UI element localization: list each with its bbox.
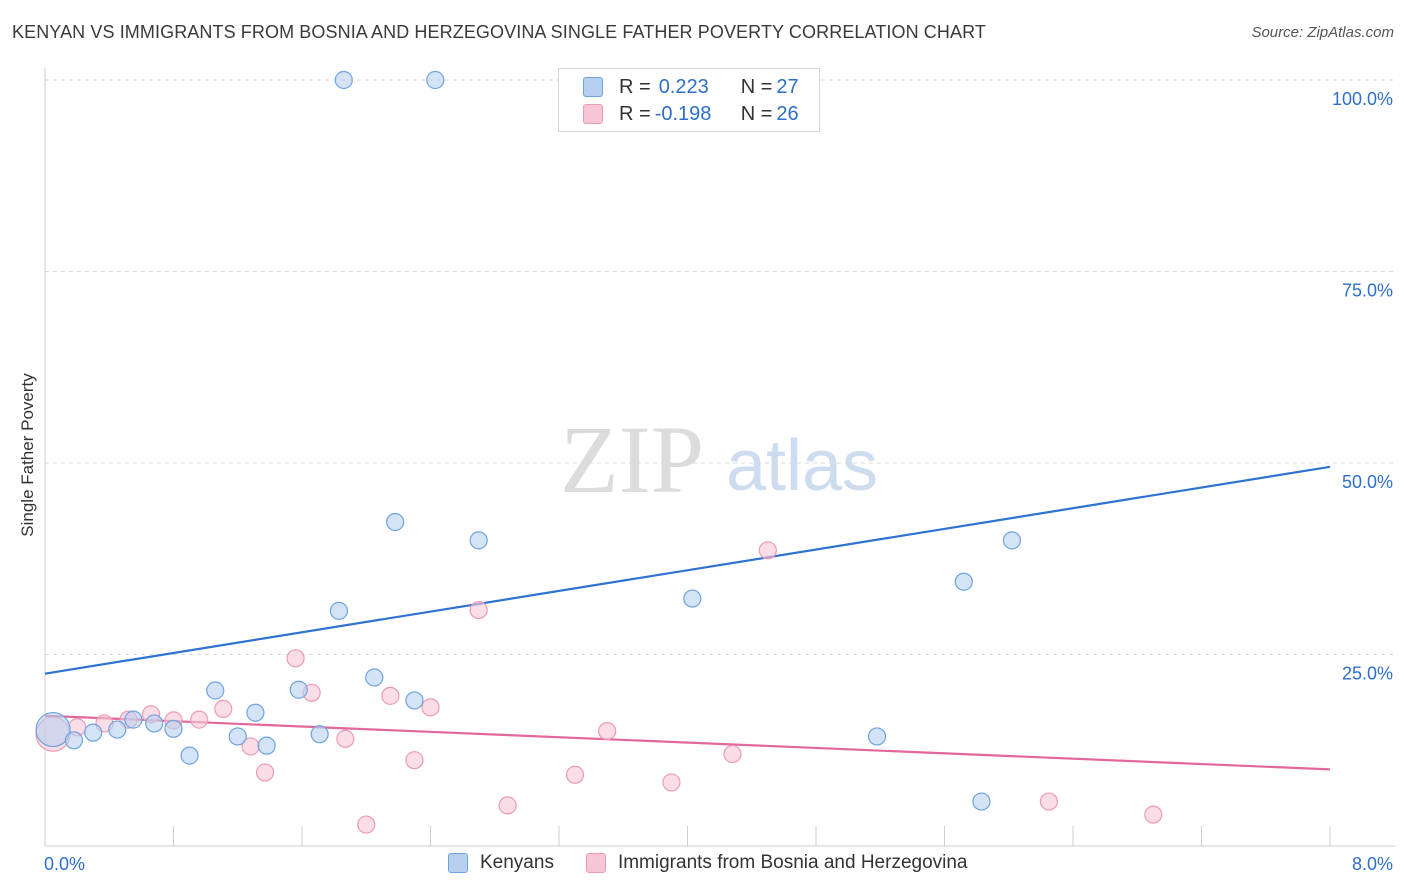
data-point-bosnia — [286, 649, 305, 668]
data-point-kenyans — [108, 720, 127, 739]
data-point-kenyans — [228, 727, 247, 746]
source-label: Source: ZipAtlas.com — [1251, 24, 1394, 41]
data-point-bosnia — [405, 751, 424, 770]
data-point-kenyans — [329, 601, 349, 620]
data-point-kenyans — [405, 691, 424, 710]
data-point-kenyans — [164, 719, 183, 738]
trend-lines — [44, 465, 1331, 771]
tick-labels: 25.0% 50.0% 75.0% 100.0% 0.0% 8.0% — [44, 89, 1393, 874]
legend-row-bosnia: R = -0.198 N = 26 — [583, 102, 799, 126]
data-point-kenyans — [124, 710, 143, 729]
data-point-kenyans — [426, 70, 445, 90]
data-point-kenyans — [64, 731, 84, 750]
data-point-bosnia — [336, 729, 355, 748]
data-point-bosnia — [1039, 792, 1059, 811]
data-point-kenyans — [954, 572, 973, 591]
gridlines — [45, 79, 1395, 655]
trend-line-bosnia — [44, 714, 1331, 771]
data-point-bosnia — [565, 765, 585, 784]
data-point-kenyans — [683, 589, 702, 608]
data-point-bosnia — [758, 541, 777, 560]
data-point-bosnia — [598, 721, 617, 741]
legend-row-kenyans: R = 0.223 N = 27 — [583, 75, 799, 99]
legend-r-value: -0.198 — [654, 102, 712, 125]
legend-r-value: 0.223 — [658, 75, 709, 98]
trend-line-kenyans — [44, 465, 1331, 675]
x-tick-label-max: 8.0% — [1352, 854, 1393, 874]
data-point-kenyans — [145, 714, 164, 733]
data-point-bosnia — [255, 763, 275, 782]
data-point-bosnia — [381, 686, 400, 705]
data-point-bosnia — [1144, 805, 1163, 824]
legend-swatch-bosnia — [583, 104, 603, 124]
series-legend-bosnia: Immigrants from Bosnia and Herzegovina — [585, 852, 968, 874]
data-point-bosnia — [214, 699, 233, 718]
x-tick-label-min: 0.0% — [44, 854, 85, 874]
legend-n-label: N = — [740, 102, 773, 125]
data-point-bosnia — [421, 698, 440, 717]
data-point-kenyans — [1002, 531, 1022, 550]
data-points — [35, 70, 1163, 834]
data-point-kenyans — [469, 531, 488, 550]
axes — [44, 68, 1395, 847]
data-point-bosnia — [662, 773, 681, 792]
data-point-kenyans — [365, 668, 384, 687]
legend-n-value: 26 — [776, 102, 799, 125]
data-point-kenyans — [246, 703, 265, 722]
y-tick-label: 75.0% — [1342, 281, 1393, 301]
legend-r-label: R = — [619, 75, 651, 98]
watermark: ZIP atlas — [560, 406, 878, 513]
watermark-atlas: atlas — [726, 426, 878, 506]
data-point-kenyans — [867, 727, 887, 746]
chart-title: KENYAN VS IMMIGRANTS FROM BOSNIA AND HER… — [12, 22, 986, 42]
data-point-bosnia — [498, 796, 517, 815]
series-label-kenyans: Kenyans — [480, 852, 554, 873]
data-point-bosnia — [723, 744, 742, 764]
y-tick-label: 100.0% — [1332, 89, 1393, 109]
legend-r-label: R = — [619, 102, 651, 125]
data-point-kenyans — [84, 723, 103, 742]
series-label-bosnia: Immigrants from Bosnia and Herzegovina — [617, 852, 968, 873]
series-legend-kenyans: Kenyans — [448, 852, 554, 874]
data-point-kenyans — [289, 680, 308, 699]
series-legend: Kenyans Immigrants from Bosnia and Herze… — [448, 852, 1000, 874]
data-point-kenyans — [35, 711, 71, 748]
y-tick-label: 25.0% — [1342, 664, 1393, 684]
legend-n-label: N = — [740, 75, 773, 98]
data-point-kenyans — [257, 736, 276, 755]
watermark-zip: ZIP — [560, 406, 704, 513]
y-tick-label: 50.0% — [1342, 472, 1393, 492]
data-point-kenyans — [386, 512, 405, 532]
data-point-bosnia — [357, 815, 376, 834]
stats-legend: R = 0.223 N = 27 R = -0.198 N = 26 — [558, 68, 820, 132]
legend-n-value: 27 — [776, 75, 799, 98]
data-point-kenyans — [334, 70, 353, 90]
series-swatch-bosnia — [585, 853, 606, 873]
data-point-bosnia — [190, 710, 209, 729]
data-point-kenyans — [206, 681, 225, 700]
series-swatch-kenyans — [448, 853, 468, 873]
data-point-kenyans — [180, 746, 199, 765]
data-point-kenyans — [972, 792, 991, 811]
data-point-kenyans — [310, 725, 329, 744]
legend-swatch-kenyans — [583, 77, 603, 97]
data-point-bosnia — [469, 600, 488, 620]
